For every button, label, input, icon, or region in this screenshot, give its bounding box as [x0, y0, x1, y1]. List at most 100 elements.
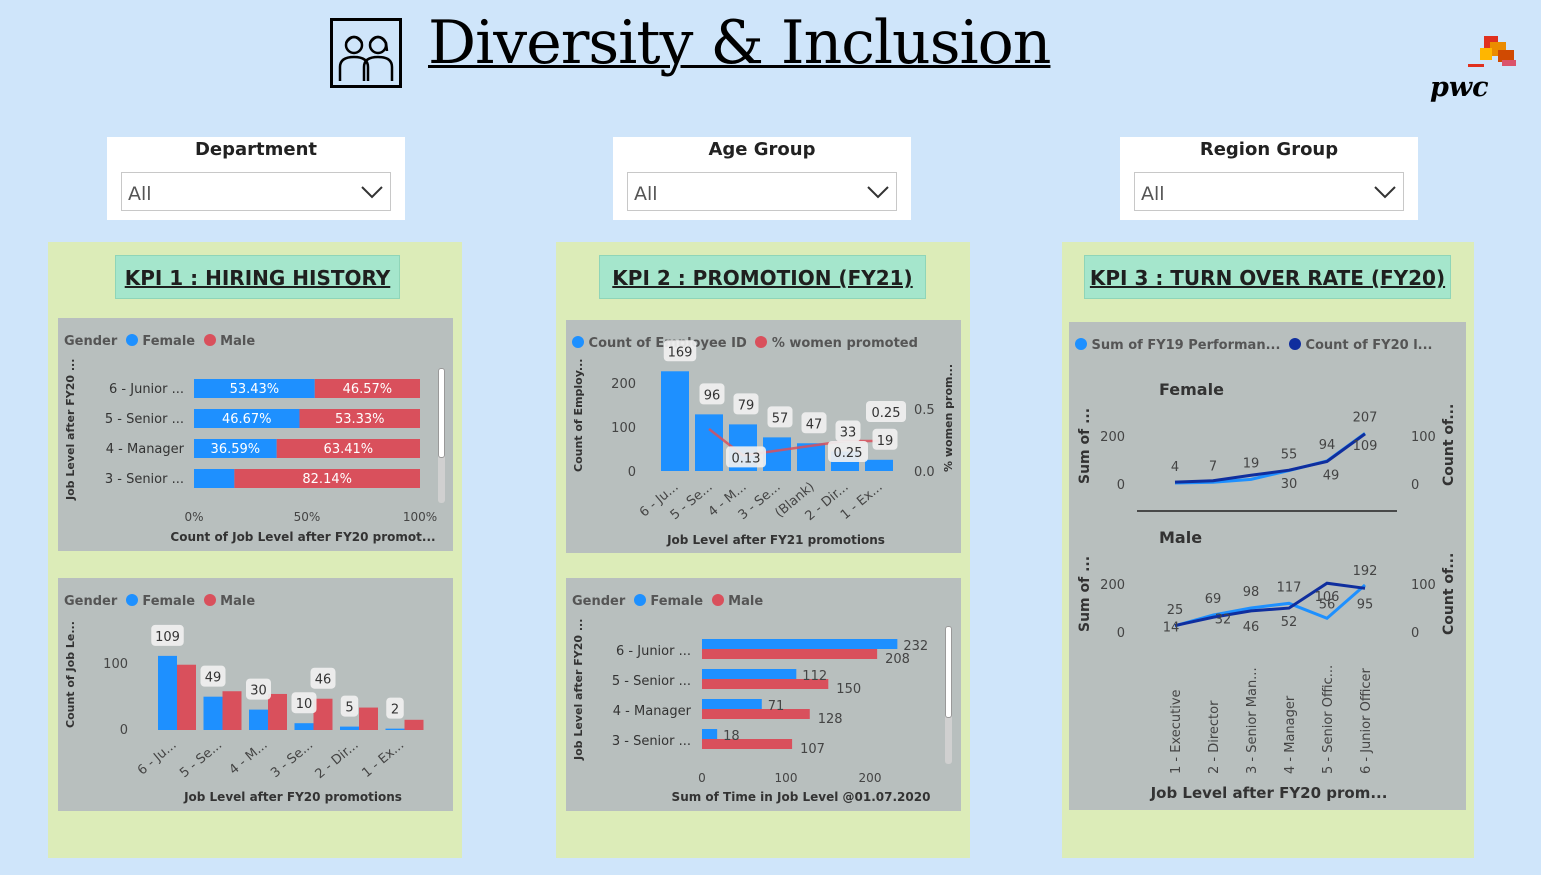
data-label: 53.43%	[230, 382, 280, 397]
data-label: 52	[1281, 615, 1298, 630]
female-bar	[203, 696, 223, 730]
legend-count: Count of FY20 l...	[1305, 338, 1433, 353]
age-group-dropdown[interactable]: All	[627, 172, 897, 211]
data-label: 25	[1167, 603, 1184, 618]
female-panel-label: Female	[1159, 380, 1224, 399]
scrollbar[interactable]	[438, 368, 445, 503]
performance-line	[1174, 583, 1366, 628]
male-bar	[234, 469, 420, 488]
slicer-label: Age Group	[708, 139, 816, 160]
category-label: 5 - Senior ...	[612, 674, 691, 689]
female-bar	[702, 639, 898, 649]
category-label: 4 - Manager	[106, 442, 185, 457]
data-label: 94	[1319, 438, 1336, 453]
data-label-bg	[733, 393, 759, 415]
x-tick-label: 0	[698, 771, 706, 785]
kpi1-title: KPI 1 : HIRING HISTORY	[115, 255, 400, 299]
data-label: 46.57%	[343, 382, 393, 397]
y2-tick-label: 0	[1411, 626, 1419, 641]
count-bar	[661, 371, 689, 471]
data-label: 30	[1281, 477, 1298, 492]
hiring-stacked-chart[interactable]: Gender Female Male Job Level after FY20 …	[58, 318, 453, 551]
data-label: 112	[802, 669, 827, 684]
data-label: 47	[806, 417, 823, 432]
category-label: 4 - Manager	[1283, 695, 1298, 774]
department-slicer: Department All	[107, 137, 405, 220]
male-bar	[314, 379, 420, 398]
data-label: 55	[1281, 448, 1298, 463]
count-bar	[763, 437, 791, 471]
female-bar	[385, 728, 405, 730]
performance-legend-dot	[1075, 338, 1087, 350]
category-label: 1 - Ex...	[359, 738, 407, 781]
data-label: 32	[1215, 612, 1232, 627]
legend-female: Female	[142, 594, 196, 609]
slicer-value: All	[128, 183, 152, 205]
legend-title: Gender	[64, 594, 118, 609]
y2-tick-label: 0.5	[914, 403, 935, 418]
x-axis-title: Job Level after FY20 prom...	[1150, 784, 1388, 802]
category-label: 3 - Se...	[268, 738, 316, 782]
data-label: 107	[800, 742, 825, 757]
male-panel-label: Male	[1159, 528, 1203, 547]
x-tick-label: 200	[859, 771, 882, 785]
data-label: 69	[1205, 592, 1222, 607]
department-dropdown[interactable]: All	[121, 172, 391, 211]
female-bar	[194, 379, 315, 398]
female-bar	[702, 699, 762, 709]
data-label: 53.33%	[335, 412, 385, 427]
y2-tick-label: 100	[1411, 578, 1436, 593]
scrollbar-thumb[interactable]	[945, 626, 952, 718]
data-label-bg	[200, 665, 226, 687]
y-tick-label: 0	[1117, 626, 1125, 641]
people-icon	[330, 18, 402, 88]
category-label: 6 - Ju...	[135, 738, 180, 779]
turnover-plot: 200 0 100 0 4 7 19 55 94 207 30 49 109 200 0 100 0 25 69 98…	[1100, 410, 1436, 774]
x-axis-title: Sum of Time in Job Level @01.07.2020	[671, 790, 931, 804]
data-label: 207	[1353, 410, 1378, 425]
legend-performance: Sum of FY19 Performan...	[1091, 338, 1281, 353]
count-bar	[865, 459, 893, 471]
data-label: 106	[1315, 590, 1340, 605]
promotion-combo-chart[interactable]: Count of Employee ID % women promoted Co…	[566, 320, 961, 553]
data-label: 109	[155, 630, 180, 645]
data-label: 63.41%	[324, 442, 374, 457]
scrollbar-thumb[interactable]	[438, 368, 445, 458]
data-label-bg	[801, 412, 827, 434]
data-label-bg	[340, 695, 359, 717]
data-label-bg	[663, 340, 697, 362]
male-bar	[268, 693, 287, 730]
data-label: 2	[391, 703, 399, 718]
hiring-count-chart[interactable]: Gender Female Male Count of Job Le... 10…	[58, 578, 453, 811]
promotion-time-chart[interactable]: Gender Female Male Job Level after FY20 …	[566, 578, 961, 811]
legend-female: Female	[650, 594, 704, 609]
chevron-down-icon	[1374, 186, 1396, 199]
line-label-bg	[866, 401, 906, 422]
category-label: 6 - Junior ...	[109, 382, 184, 397]
data-label: 208	[885, 652, 910, 667]
turnover-chart[interactable]: Sum of FY19 Performan... Count of FY20 l…	[1069, 322, 1466, 810]
male-bar	[276, 439, 420, 458]
count-legend-dot	[1288, 338, 1301, 350]
male-bar	[702, 679, 829, 689]
y2-tick-label: 100	[1411, 430, 1436, 445]
data-label: 192	[1353, 564, 1378, 579]
male-bar	[702, 649, 878, 659]
data-label: 79	[738, 398, 755, 413]
male-legend-dot	[711, 594, 724, 606]
data-label: 33	[840, 426, 857, 441]
male-bar	[702, 709, 810, 719]
y-tick-label: 0	[628, 465, 636, 480]
scrollbar[interactable]	[945, 626, 952, 764]
category-label: 1 - Executive	[1169, 689, 1184, 774]
data-label: 169	[668, 345, 693, 360]
y-tick-label: 100	[103, 657, 128, 672]
legend-male: Male	[220, 594, 256, 609]
data-label: 10	[296, 697, 313, 712]
data-label: 18	[723, 729, 740, 744]
y-tick-label: 200	[611, 377, 636, 392]
region-group-dropdown[interactable]: All	[1134, 172, 1404, 211]
page-title: Diversity & Inclusion	[428, 8, 1051, 78]
chevron-down-icon	[361, 186, 383, 199]
